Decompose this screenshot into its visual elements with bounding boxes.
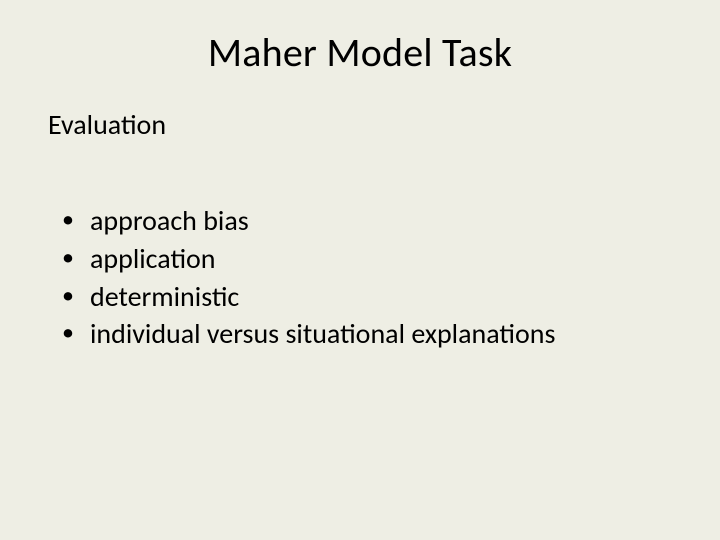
list-item: individual versus situational explanatio… bbox=[62, 315, 672, 353]
bullet-list: approach bias application deterministic … bbox=[48, 202, 672, 353]
section-heading: Evaluation bbox=[48, 107, 672, 142]
list-item: application bbox=[62, 240, 672, 278]
slide: Maher Model Task Evaluation approach bia… bbox=[0, 0, 720, 540]
list-item: deterministic bbox=[62, 278, 672, 316]
list-item: approach bias bbox=[62, 202, 672, 240]
slide-title: Maher Model Task bbox=[48, 28, 672, 77]
